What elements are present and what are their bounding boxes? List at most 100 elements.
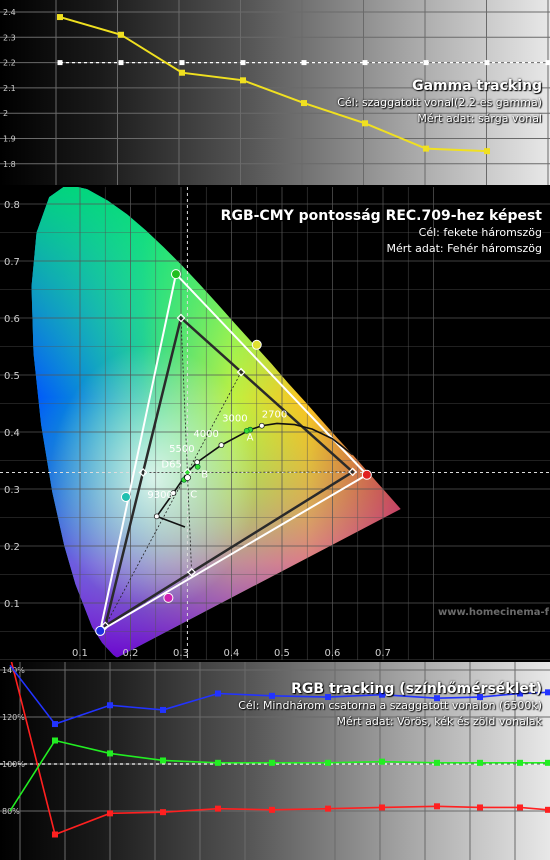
rgb-target-label: Cél: Mindhárom csatorna a szaggatott von… xyxy=(238,699,542,712)
cie-locus-marker xyxy=(194,463,201,470)
cie-target-point-red xyxy=(348,467,358,477)
gamma-target-point xyxy=(118,60,124,66)
cie-measured-triangle xyxy=(98,272,369,633)
cie-illuminant-label: A xyxy=(247,433,254,444)
cie-target-ray xyxy=(104,472,188,626)
cie-illuminant-label: B xyxy=(201,470,208,481)
cie-x-tick-label: 0.7 xyxy=(375,648,391,659)
gamma-y-tick-label: 1.8 xyxy=(3,160,16,169)
rgb-y-tick-label: 120% xyxy=(2,713,25,722)
cie-measured-point-green xyxy=(170,269,181,280)
rgb-chart-svg: 140%120%100%80% xyxy=(0,662,550,860)
cie-measured-point-yellow xyxy=(251,339,262,350)
gamma-measured-point xyxy=(301,100,307,107)
cie-measured-point-magenta xyxy=(163,592,174,603)
cie-target-point-magenta xyxy=(187,567,196,577)
rgb-red-point xyxy=(215,805,221,812)
rgb-tracking-chart: 140% 120% 100% 80% RGB tracking (színhőmérs… xyxy=(0,662,550,860)
cie-legend: RGB-CMY pontosság REC.709-hez képest Cél… xyxy=(221,207,542,257)
gamma-title: Gamma tracking xyxy=(412,78,542,94)
gamma-measured-point xyxy=(423,145,429,152)
cie-cct-label: 3000 xyxy=(222,414,247,425)
cie-gamut-chart: 0.8 0.7 0.6 0.5 0.4 0.3 0.2 0.1 0.1 0.2 0.3 0.4 0.5 0… xyxy=(0,187,550,660)
rgb-green-point xyxy=(160,757,166,764)
cie-watermark: www.homecinema-f xyxy=(438,607,550,618)
rgb-green-point xyxy=(545,759,550,766)
cie-y-tick-label: 0.5 xyxy=(4,371,20,382)
cie-cct-label: 2700 xyxy=(262,410,287,421)
cie-target-point-blue xyxy=(100,621,110,631)
rgb-y-tick-label: 80% xyxy=(2,807,20,816)
cie-cct-label: 9300 xyxy=(147,490,172,501)
cie-measured-point-white xyxy=(184,474,191,481)
cie-locus-point xyxy=(258,422,265,429)
cie-locus-point xyxy=(194,459,201,466)
rgb-blue-point xyxy=(434,695,440,702)
gamma-target-point xyxy=(301,60,307,66)
gamma-y-tick-label: 2.2 xyxy=(3,59,16,68)
gamma-y-tick-label: 2 xyxy=(3,109,8,118)
cie-measured-point-cyan xyxy=(120,491,131,502)
rgb-red-point xyxy=(517,804,523,811)
rgb-red-point xyxy=(269,806,275,813)
rgb-green-point xyxy=(325,759,331,766)
cie-x-tick-label: 0.5 xyxy=(274,648,290,659)
rgb-blue-point xyxy=(52,721,58,728)
rgb-red-point xyxy=(434,803,440,810)
rgb-green-line xyxy=(9,739,550,812)
cie-cct-label: D65 xyxy=(161,459,181,470)
gamma-measured-point xyxy=(484,148,490,155)
rgb-green-point xyxy=(269,759,275,766)
cie-y-tick-label: 0.2 xyxy=(4,542,20,553)
rgb-blue-point xyxy=(477,694,483,701)
cie-target-label: Cél: fekete háromszög xyxy=(418,226,542,239)
cie-target-point-cyan xyxy=(138,468,148,477)
gamma-chart-svg: 2.4 2.3 2.2 2.1 2 1.9 1.8 xyxy=(0,0,550,185)
rgb-green-point xyxy=(379,758,385,765)
cie-locus-white-shade xyxy=(31,187,401,658)
cie-illuminant-label: C xyxy=(190,490,197,501)
cie-locus-point xyxy=(218,442,225,449)
rgb-green-point xyxy=(477,759,483,766)
rgb-red-point xyxy=(325,805,331,812)
rgb-red-point xyxy=(545,806,550,813)
cie-y-tick-label: 0.1 xyxy=(4,599,20,610)
gamma-target-point xyxy=(423,60,429,66)
cie-target-point-yellow xyxy=(236,367,246,377)
rgb-blue-point xyxy=(325,694,331,701)
gamma-y-tick-label: 2.3 xyxy=(3,33,16,42)
gamma-measured-point xyxy=(179,69,185,76)
rgb-blue-point xyxy=(215,690,221,697)
gamma-y-tick-label: 1.9 xyxy=(3,135,16,144)
cie-title: RGB-CMY pontosság REC.709-hez képest xyxy=(220,208,542,224)
cie-target-ray xyxy=(180,317,188,473)
gamma-target-point xyxy=(240,60,246,66)
cie-measured-point-red xyxy=(361,469,372,480)
cie-locus-point xyxy=(170,490,177,496)
cie-x-tick-label: 0.6 xyxy=(325,648,341,659)
cie-target-ray xyxy=(187,472,193,573)
cie-target-point-green xyxy=(176,313,186,323)
cie-x-tick-label: 0.4 xyxy=(224,648,240,659)
rgb-title: RGB tracking (színhőmérséklet) xyxy=(291,681,542,697)
rgb-green-point xyxy=(434,759,440,766)
rgb-red-point xyxy=(107,810,113,817)
gamma-measured-point xyxy=(240,77,246,84)
cie-cct-label: 5500 xyxy=(169,444,194,455)
gamma-measured-label: Mért adat: sárga vonal xyxy=(417,112,542,125)
gamma-target-point xyxy=(545,60,550,66)
cie-y-tick-label: 0.8 xyxy=(4,200,20,211)
gamma-measured-point xyxy=(362,120,368,127)
gamma-tracking-chart: 2.4 2.3 2.2 2.1 2 1.9 1.8 Gamma tracking Cél: … xyxy=(0,0,550,185)
rgb-red-point xyxy=(477,804,483,811)
rgb-blue-point xyxy=(545,689,550,696)
gamma-target-point xyxy=(57,60,63,66)
cie-cct-label: 4000 xyxy=(193,429,218,440)
gamma-y-tick-label: 2.1 xyxy=(3,84,16,93)
cie-target-ray xyxy=(187,471,353,473)
cie-y-tick-label: 0.3 xyxy=(4,485,20,496)
cie-locus-point xyxy=(153,513,160,520)
rgb-blue-point xyxy=(160,706,166,713)
gamma-target-point xyxy=(362,60,368,66)
cie-locus-marker xyxy=(243,428,250,434)
